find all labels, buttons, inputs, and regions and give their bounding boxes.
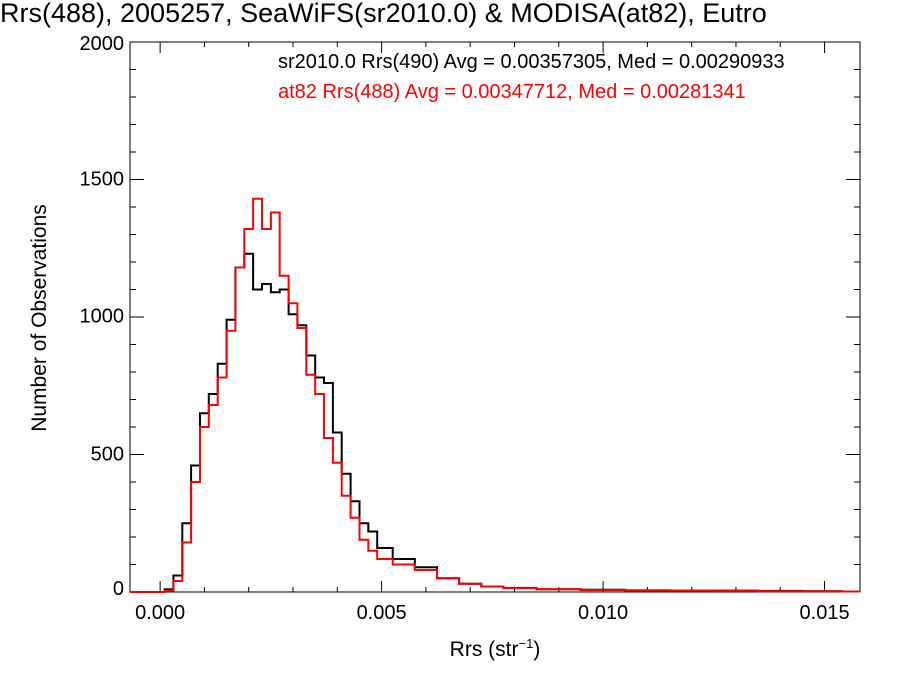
x-tick-label: 0.010: [578, 602, 629, 624]
y-tick-label: 500: [90, 443, 124, 465]
axes-frame: [129, 41, 861, 593]
x-axis-label-main: Rrs (str: [449, 638, 519, 661]
series-layer: [130, 197, 860, 593]
x-tick-label: 0.005: [356, 602, 407, 624]
y-tick-label: 2000: [79, 32, 125, 55]
chart-title: Rrs(488), 2005257, SeaWiFS(sr2010.0) & M…: [0, 0, 767, 28]
legend-entry-at82: at82 Rrs(488) Avg = 0.00347712, Med = 0.…: [278, 81, 746, 103]
series-line-sr2010: [130, 252, 860, 593]
y-tick-label: 1000: [79, 305, 125, 328]
legend-entry-sr2010: sr2010.0 Rrs(490) Avg = 0.00357305, Med …: [278, 51, 785, 73]
x-axis-label: Rrs (str−1): [450, 636, 541, 662]
y-tick-label: 0: [112, 578, 124, 601]
y-tick-label: 1500: [79, 168, 125, 190]
x-axis-label-exponent: −1: [518, 636, 534, 651]
series-line-at82: [130, 197, 860, 593]
y-axis-label: Number of Observations: [28, 204, 51, 432]
x-tick-label: 0.015: [799, 602, 850, 624]
x-axis-label-close: ): [533, 638, 541, 661]
plot-border: [129, 41, 861, 593]
x-tick-label: 0.000: [135, 602, 186, 624]
